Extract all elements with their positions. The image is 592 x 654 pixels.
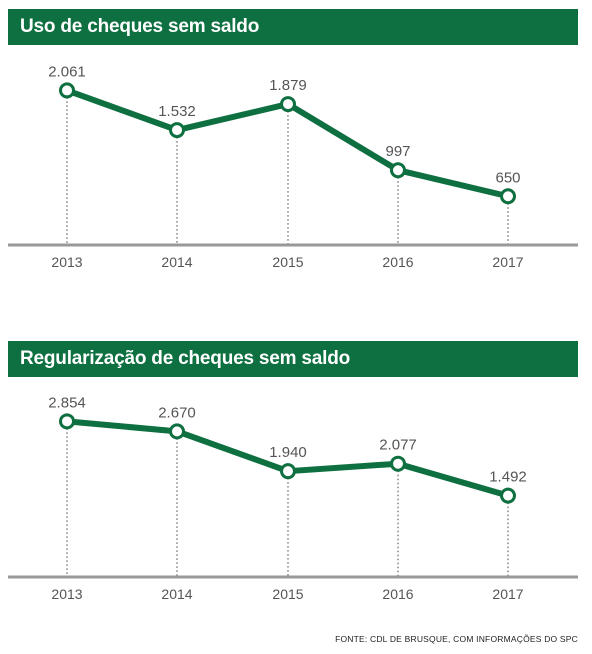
chart1-data-label: 1.879: [269, 77, 307, 94]
chart1-point: [59, 82, 75, 99]
chart2-title: Regularização de cheques sem saldo: [8, 341, 578, 377]
chart1-point: [169, 122, 185, 139]
chart1-x-tick: 2014: [161, 254, 192, 270]
chart2-x-tick: 2017: [492, 586, 523, 602]
chart1-data-label: 1.532: [158, 103, 196, 120]
chart2-x-tick: 2013: [51, 586, 82, 602]
chart1-data-label: 650: [495, 169, 520, 186]
chart2-data-label: 2.854: [48, 394, 86, 411]
chart2-point: [500, 487, 516, 504]
chart2-x-tick: 2014: [161, 586, 192, 602]
chart1-x-tick: 2015: [272, 254, 303, 270]
chart2-x-tick: 2016: [382, 586, 413, 602]
chart2-data-label: 1.940: [269, 444, 307, 461]
chart2-x-tick: 2015: [272, 586, 303, 602]
chart1-data-label: 997: [385, 143, 410, 160]
chart2-point: [390, 455, 406, 472]
chart1-x-tick: 2016: [382, 254, 413, 270]
chart1-point: [390, 162, 406, 179]
chart1-x-tick: 2013: [51, 254, 82, 270]
chart1-point: [500, 188, 516, 205]
chart1-point: [280, 96, 296, 113]
chart1-plot: 2.061 1.532 1.879 997 650 2013 2014 2015 2016 201…: [8, 63, 578, 270]
chart2-data-label: 2.077: [379, 437, 417, 454]
chart2-plot: 2.854 2.670 1.940 2.077 1.492 2013 2014 2015 201…: [8, 394, 578, 602]
chart1-data-label: 2.061: [48, 63, 86, 80]
chart1-x-tick: 2017: [492, 254, 523, 270]
chart2-data-label: 2.670: [158, 404, 196, 421]
source-note: FONTE: CDL DE BRUSQUE, COM INFORMAÇÕES D…: [335, 634, 578, 644]
chart2-data-label: 1.492: [489, 469, 527, 486]
chart2-point: [169, 423, 185, 440]
chart2-point: [280, 463, 296, 480]
chart2-point: [59, 413, 75, 430]
chart1-title: Uso de cheques sem saldo: [8, 9, 578, 45]
